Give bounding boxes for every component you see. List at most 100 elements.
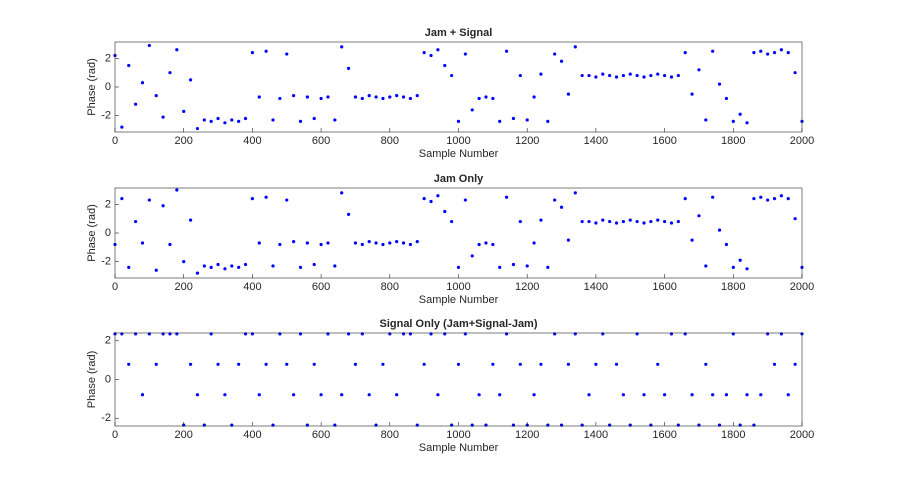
- marker: [154, 93, 158, 98]
- marker: [319, 393, 323, 397]
- marker: [353, 95, 358, 99]
- marker: [518, 219, 522, 224]
- marker: [216, 362, 220, 366]
- marker: [264, 362, 268, 366]
- y-tick-label: -2: [101, 412, 111, 424]
- marker: [559, 205, 564, 209]
- marker: [793, 217, 797, 221]
- marker: [772, 362, 777, 366]
- marker: [491, 96, 495, 101]
- marker: [772, 51, 777, 55]
- marker: [518, 362, 522, 366]
- marker: [498, 119, 502, 123]
- marker: [243, 116, 248, 121]
- marker: [621, 73, 625, 78]
- marker: [786, 393, 790, 397]
- marker: [326, 241, 330, 245]
- marker: [477, 393, 481, 397]
- marker: [140, 241, 145, 245]
- x-axis-label: Sample Number: [419, 294, 499, 306]
- marker: [353, 362, 358, 366]
- marker: [127, 362, 131, 366]
- marker: [663, 393, 667, 397]
- marker: [285, 52, 289, 56]
- marker: [161, 115, 165, 119]
- marker: [635, 73, 639, 78]
- marker: [319, 96, 323, 101]
- marker: [663, 219, 667, 224]
- marker: [340, 393, 344, 397]
- x-tick-label: 1000: [446, 429, 470, 441]
- x-tick-label: 1200: [515, 429, 539, 441]
- y-tick-label: 2: [105, 198, 111, 210]
- marker: [656, 362, 660, 366]
- axes-background: [115, 42, 802, 132]
- marker: [436, 194, 440, 198]
- x-tick-label: 1200: [515, 281, 539, 293]
- marker: [271, 118, 275, 122]
- marker: [237, 362, 241, 366]
- marker: [285, 198, 289, 202]
- marker: [450, 73, 454, 78]
- marker: [388, 95, 392, 99]
- marker: [340, 45, 344, 49]
- marker: [772, 197, 777, 201]
- marker: [243, 262, 248, 267]
- marker: [539, 72, 543, 76]
- x-tick-label: 1400: [584, 135, 608, 147]
- marker: [711, 393, 715, 397]
- marker: [216, 262, 220, 267]
- marker: [477, 96, 481, 101]
- marker: [188, 362, 193, 366]
- marker: [587, 219, 591, 224]
- marker: [546, 265, 550, 269]
- marker: [477, 242, 481, 247]
- x-tick-label: 200: [175, 429, 193, 441]
- marker: [264, 195, 268, 199]
- x-tick-label: 2000: [790, 429, 814, 441]
- marker: [518, 73, 522, 78]
- marker: [608, 73, 612, 78]
- x-tick-label: 0: [112, 429, 118, 441]
- marker: [312, 362, 316, 366]
- marker: [463, 52, 467, 56]
- x-tick-label: 600: [312, 429, 330, 441]
- x-tick-label: 1600: [652, 429, 676, 441]
- marker: [642, 221, 646, 225]
- marker: [422, 51, 426, 55]
- marker: [257, 95, 261, 99]
- marker: [724, 96, 729, 101]
- marker: [745, 121, 749, 125]
- x-tick-label: 1800: [721, 135, 745, 147]
- marker: [724, 393, 729, 397]
- x-tick-label: 1800: [721, 281, 745, 293]
- marker: [188, 78, 193, 82]
- marker: [216, 116, 220, 121]
- marker: [326, 95, 330, 99]
- marker: [312, 116, 316, 121]
- marker: [463, 198, 467, 202]
- marker: [731, 265, 735, 269]
- x-tick-label: 0: [112, 135, 118, 147]
- marker: [456, 119, 461, 123]
- marker: [504, 49, 509, 53]
- marker: [717, 82, 722, 86]
- marker: [401, 241, 406, 245]
- marker: [443, 209, 447, 214]
- marker: [429, 53, 433, 58]
- marker: [614, 362, 619, 366]
- marker: [498, 265, 502, 269]
- marker: [663, 73, 667, 78]
- y-tick-label: 0: [105, 373, 111, 385]
- marker: [401, 95, 406, 99]
- marker: [209, 265, 213, 269]
- marker: [669, 75, 674, 79]
- marker: [120, 125, 124, 129]
- marker: [511, 116, 516, 121]
- marker: [312, 262, 316, 267]
- marker: [230, 264, 234, 268]
- marker: [793, 362, 797, 366]
- marker: [388, 241, 392, 245]
- marker: [367, 93, 371, 98]
- marker: [298, 265, 303, 269]
